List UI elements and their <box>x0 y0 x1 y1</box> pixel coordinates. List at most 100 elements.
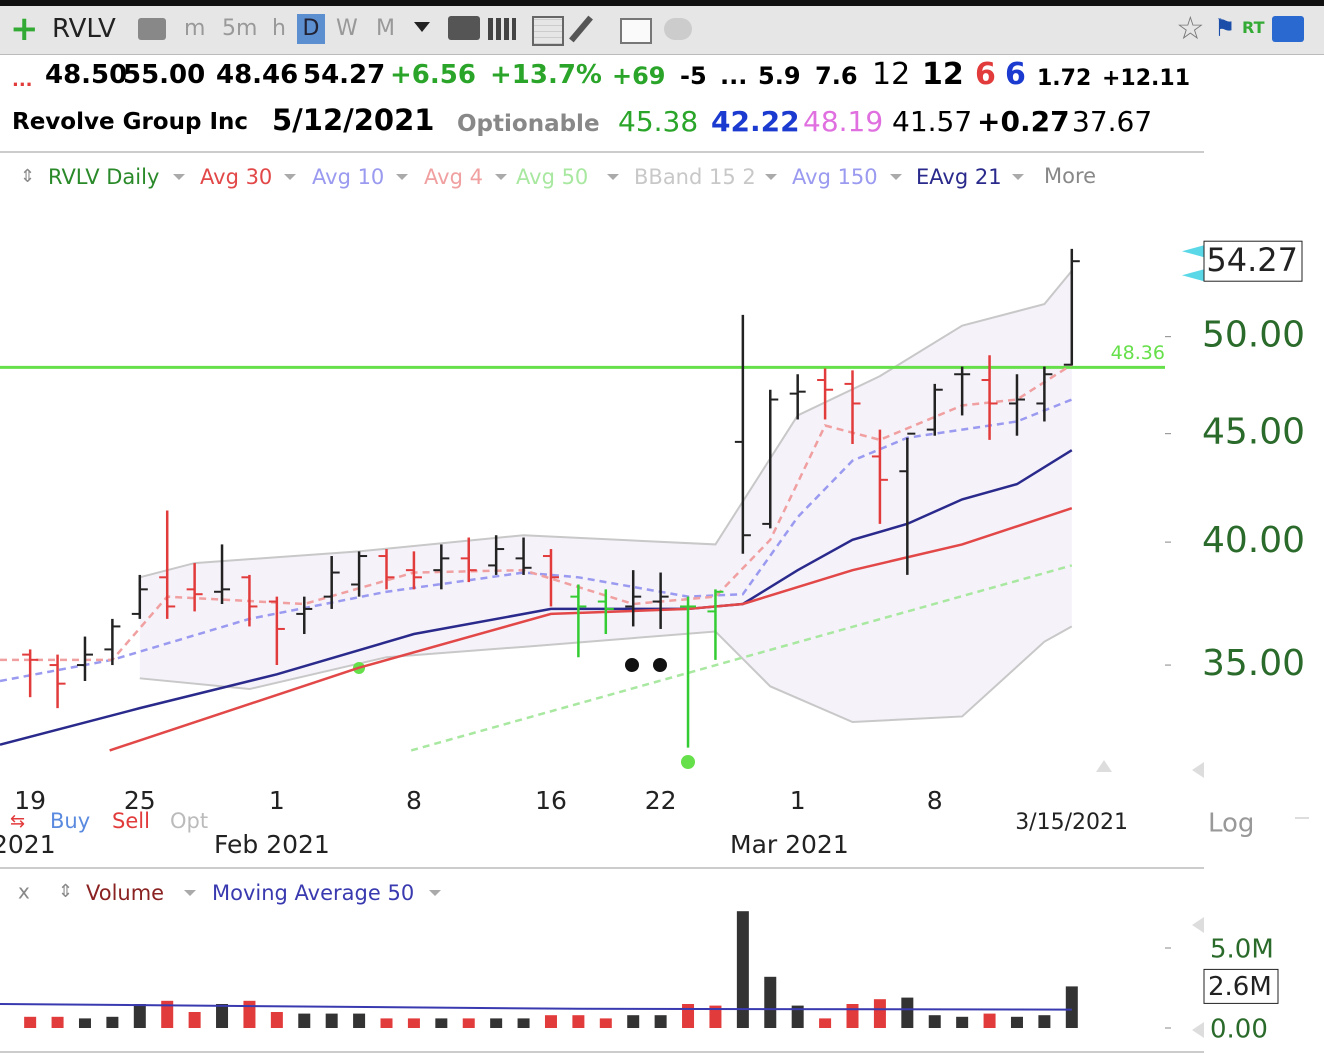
notes-tool[interactable] <box>620 18 652 44</box>
legend-item[interactable]: Volume <box>86 881 164 905</box>
flag-icon[interactable]: ⚑ <box>1214 14 1236 42</box>
quote: 48.46 <box>216 60 299 90</box>
star-icon[interactable]: ☆ <box>1176 9 1205 47</box>
interval[interactable]: 5m <box>222 16 258 41</box>
quote: 42.22 <box>711 105 800 138</box>
volume-bar <box>243 1000 256 1028</box>
quote-date: 5/12/2021 <box>272 103 435 137</box>
quote: +6.56 <box>390 60 476 90</box>
bband-fill <box>139 270 1072 723</box>
legend-handle[interactable]: ⇕ <box>58 881 73 902</box>
y-tick-label: 35.00 <box>1202 643 1305 684</box>
scroll-arrow[interactable] <box>1192 1022 1204 1038</box>
volume-bar <box>490 1018 503 1028</box>
grid-tool[interactable] <box>532 16 564 46</box>
quote: +13.7% <box>490 60 602 90</box>
price-tag-box <box>1203 240 1303 282</box>
legend-handle[interactable]: ⇕ <box>20 166 35 187</box>
optionable: Optionable <box>457 111 600 137</box>
price-tag: 54.27 <box>1206 241 1298 279</box>
quote: 5.9 <box>758 62 801 90</box>
bband-upper <box>139 270 1073 579</box>
quote: 48.19 <box>803 105 884 138</box>
volume-bar <box>161 1000 174 1028</box>
scroll-arrow[interactable] <box>1096 760 1112 772</box>
bband-lower <box>139 625 1073 724</box>
quote: 55.00 <box>123 60 206 90</box>
rt-icon[interactable]: RT <box>1242 18 1265 37</box>
quote: 41.57 <box>892 105 973 138</box>
legend-item[interactable]: BBand 15 2 <box>634 165 756 189</box>
x-tick-label: 1 <box>790 786 806 815</box>
quote: 54.27 <box>303 60 386 90</box>
close-pane[interactable]: x <box>18 880 30 904</box>
quote: +69 <box>612 62 666 90</box>
volume-bar <box>928 1015 941 1028</box>
month-label: 2021 <box>0 830 56 859</box>
quote: 1.72 <box>1037 66 1092 91</box>
interval-selected[interactable]: D <box>297 14 325 44</box>
legend-item[interactable]: Avg 4 <box>424 165 483 189</box>
signal-toggle[interactable]: Sell <box>112 809 150 833</box>
volume-bar <box>736 911 749 1028</box>
volume-bar <box>298 1013 311 1028</box>
volume-bar <box>599 1018 612 1028</box>
legend-item[interactable]: RVLV Daily <box>48 165 159 189</box>
legend-item[interactable]: Moving Average 50 <box>212 881 414 905</box>
share-tool[interactable] <box>664 18 692 40</box>
level-label: 48.36 <box>1111 342 1165 364</box>
interval[interactable]: W <box>336 16 358 41</box>
volume-bar <box>764 976 777 1028</box>
quote: +0.27 <box>977 105 1070 138</box>
indicator-line <box>410 564 1073 752</box>
arrow-icon[interactable]: ⇆ <box>10 811 25 832</box>
interval[interactable]: M <box>376 16 395 41</box>
legend-more[interactable]: More <box>1044 164 1096 188</box>
interval[interactable]: m <box>184 16 206 41</box>
chart-style[interactable] <box>488 18 516 40</box>
quote: ... <box>720 62 748 90</box>
signal-toggle[interactable]: Buy <box>50 809 90 833</box>
scroll-arrow[interactable] <box>1192 917 1204 933</box>
quote: 12 <box>922 57 964 92</box>
volume-bar <box>216 1004 229 1028</box>
s-icon[interactable] <box>1272 16 1304 42</box>
volume-tag: 2.6M <box>1208 972 1272 1002</box>
volume-bar <box>380 1018 393 1028</box>
scale-mode[interactable]: Log <box>1208 809 1254 839</box>
print-icon[interactable] <box>138 18 166 40</box>
volume-bar <box>956 1016 969 1028</box>
symbol[interactable]: RVLV <box>52 14 116 44</box>
volume-bar <box>819 1018 832 1028</box>
quote: 12 <box>872 57 911 92</box>
volume-tag-box <box>1203 968 1279 1004</box>
scroll-arrow[interactable] <box>1192 762 1204 778</box>
legend-item[interactable]: Avg 150 <box>792 165 878 189</box>
interval[interactable]: h <box>272 16 286 41</box>
legend-dropdowns <box>173 174 1024 180</box>
x-tick-label: 16 <box>535 786 567 815</box>
legend-item[interactable]: Avg 10 <box>312 165 384 189</box>
volume-bar <box>188 1012 201 1028</box>
text-tool[interactable] <box>448 16 480 40</box>
quote: 37.67 <box>1072 105 1153 138</box>
legend-item[interactable]: Avg 30 <box>200 165 272 189</box>
dropdown-arrow[interactable] <box>414 22 430 32</box>
legend-item[interactable]: EAvg 21 <box>916 165 1002 189</box>
last-date: 3/15/2021 <box>1015 810 1128 835</box>
signal-dot <box>681 755 695 769</box>
x-tick-label: 8 <box>406 786 422 815</box>
volume-bar <box>627 1015 640 1028</box>
volume-bar <box>462 1018 475 1028</box>
month-label: Feb 2021 <box>214 830 330 859</box>
signal-dot <box>625 658 639 672</box>
x-tick-label: 8 <box>927 786 943 815</box>
volume-ma <box>0 1003 1072 1011</box>
volume-bar <box>353 1013 366 1028</box>
volume-bar <box>544 1015 557 1028</box>
legend-item[interactable]: Avg 50 <box>516 165 588 189</box>
signal-toggle[interactable]: Opt <box>170 809 208 833</box>
add-icon[interactable]: + <box>10 9 39 49</box>
